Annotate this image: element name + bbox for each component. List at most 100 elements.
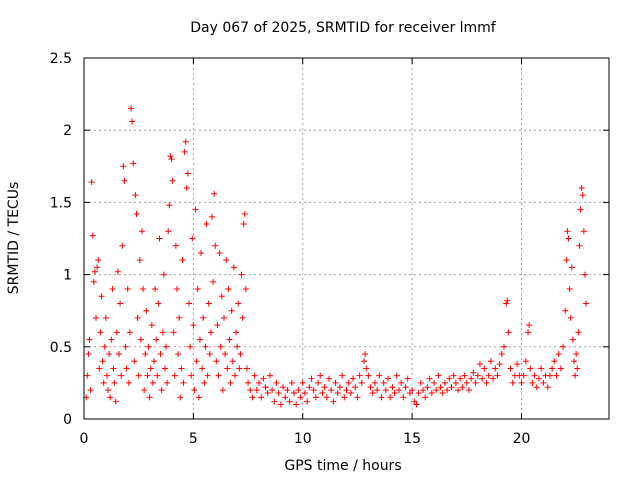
data-point [540, 379, 547, 386]
data-point [356, 372, 363, 379]
data-point [109, 286, 116, 293]
data-point [94, 264, 101, 271]
data-point [116, 351, 122, 358]
data-point [97, 329, 104, 336]
data-point [103, 372, 110, 379]
data-point [247, 387, 254, 394]
data-point [387, 394, 394, 401]
data-point [396, 387, 402, 394]
data-point [562, 307, 569, 314]
data-point [229, 358, 236, 365]
y-axis-ticks: 0 0.5 1 1.5 2 2.5 [50, 51, 609, 428]
data-point [575, 329, 582, 336]
data-point [400, 394, 407, 401]
data-point [155, 300, 162, 307]
data-point [435, 372, 442, 379]
data-point [363, 365, 370, 372]
data-point [339, 372, 346, 379]
data-point [193, 358, 200, 365]
data-point [468, 375, 475, 382]
data-point [378, 394, 385, 401]
data-point [277, 401, 284, 408]
data-point [253, 387, 260, 394]
data-point [572, 372, 579, 379]
plot-frame [83, 57, 610, 420]
data-point [382, 387, 389, 394]
data-point [461, 372, 468, 379]
data-point [215, 372, 222, 379]
data-point [86, 336, 93, 343]
data-point [112, 398, 119, 405]
data-point [341, 394, 348, 401]
data-point [204, 372, 211, 379]
data-point [147, 365, 154, 372]
data-point [494, 372, 501, 379]
data-point [172, 242, 179, 249]
data-point [492, 365, 499, 372]
data-point [101, 343, 108, 350]
data-point [417, 379, 424, 386]
data-point [199, 365, 206, 372]
data-point [555, 351, 562, 358]
data-point [211, 190, 218, 197]
data-point [108, 336, 115, 343]
data-point [568, 264, 575, 271]
data-point [173, 286, 180, 293]
data-point [88, 179, 95, 186]
data-point [142, 351, 149, 358]
data-point [330, 398, 337, 405]
data-point [319, 390, 326, 397]
data-point [321, 384, 328, 391]
data-point [273, 379, 280, 386]
data-point [202, 343, 209, 350]
data-point [569, 336, 576, 343]
data-point [518, 379, 525, 386]
x-tick-label: 5 [189, 431, 198, 447]
data-point [301, 390, 308, 397]
data-point [105, 387, 112, 394]
data-point [385, 375, 392, 382]
data-point [184, 170, 191, 177]
data-point [188, 372, 195, 379]
data-point [89, 232, 96, 239]
data-point [448, 384, 455, 391]
data-point [194, 286, 201, 293]
data-point [450, 372, 457, 379]
data-point [166, 202, 173, 209]
y-tick-label: 1 [63, 268, 72, 284]
data-point [544, 384, 551, 391]
data-point [444, 387, 451, 394]
data-point [501, 343, 507, 350]
data-point [156, 235, 163, 242]
data-point [138, 228, 145, 235]
data-point [113, 329, 120, 336]
data-point [189, 235, 196, 242]
data-point [466, 387, 472, 394]
data-point [472, 379, 479, 386]
data-point [149, 379, 156, 386]
data-point [93, 314, 100, 321]
data-point [223, 257, 230, 264]
data-point [182, 138, 189, 145]
data-point [85, 351, 92, 358]
data-point [380, 379, 387, 386]
data-point [391, 390, 398, 397]
data-point [470, 369, 477, 376]
y-tick-label: 2 [63, 123, 72, 139]
data-point [144, 372, 151, 379]
x-tick-label: 15 [403, 431, 421, 447]
data-point [275, 390, 282, 397]
data-point [200, 314, 207, 321]
data-point [141, 387, 148, 394]
data-point [205, 300, 212, 307]
data-point [426, 375, 433, 382]
data-point [241, 210, 248, 217]
data-point [96, 365, 103, 372]
data-point [208, 213, 215, 220]
data-point [299, 379, 306, 386]
data-point [546, 372, 553, 379]
data-point [102, 314, 109, 321]
data-point [527, 365, 534, 372]
data-point [284, 387, 291, 394]
data-point [236, 365, 243, 372]
